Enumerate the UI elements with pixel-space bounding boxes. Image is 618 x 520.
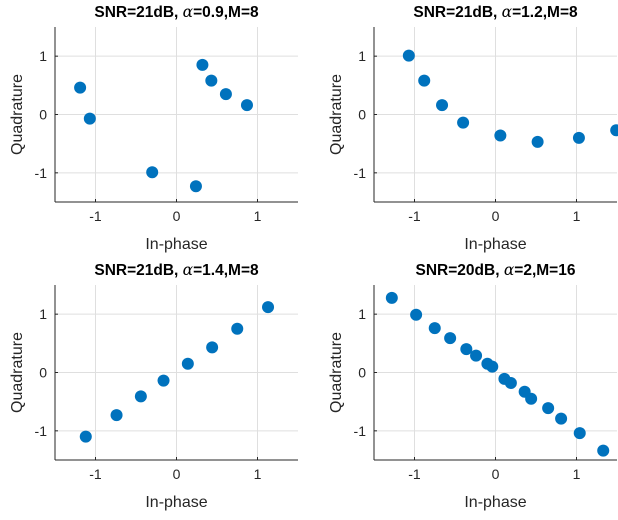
data-point <box>597 444 610 457</box>
x-tick-label: 0 <box>173 208 181 224</box>
data-point <box>196 58 209 71</box>
data-point <box>525 392 538 405</box>
data-point <box>610 124 618 137</box>
x-tick-label: 0 <box>492 208 500 224</box>
data-point <box>110 409 123 422</box>
data-point <box>83 112 96 125</box>
data-point <box>504 377 517 389</box>
data-point <box>573 427 586 440</box>
data-point <box>572 131 585 144</box>
x-tick-label: 1 <box>573 466 581 482</box>
data-point <box>531 135 544 148</box>
data-point <box>470 349 483 362</box>
x-tick-label: -1 <box>408 466 421 482</box>
subplot-2: -1 0 1 -1 0 1 In-phase Quadrature SNR=21dB, α=1.… <box>328 3 618 253</box>
data-point <box>436 99 449 112</box>
y-tick-label: -1 <box>35 423 48 439</box>
y-tick-label: 0 <box>39 107 47 123</box>
y-tick-label: 1 <box>39 306 47 322</box>
data-point <box>457 116 470 129</box>
x-tick-label: -1 <box>89 208 102 224</box>
y-tick-label: 1 <box>358 306 366 322</box>
y-tick-label: 1 <box>358 48 366 64</box>
y-tick-label: -1 <box>354 165 367 181</box>
data-point <box>240 99 253 112</box>
data-point <box>79 430 92 443</box>
data-point <box>157 374 170 387</box>
subplot-4: -1 0 1 -1 0 1 In-phase Quadrature SNR=20dB, α=2,… <box>328 261 617 511</box>
data-point <box>494 129 507 142</box>
data-point <box>410 308 423 321</box>
data-point <box>542 402 555 415</box>
y-tick-label: 0 <box>39 365 47 381</box>
y-tick-label: -1 <box>35 165 48 181</box>
x-axis-label: In-phase <box>145 494 207 511</box>
data-point <box>189 180 202 193</box>
data-point <box>460 343 473 356</box>
x-tick-label: 1 <box>254 208 262 224</box>
y-tick-label: 0 <box>358 365 366 381</box>
subplot-3: -1 0 1 -1 0 1 In-phase Quadrature SNR=21dB, α=1.… <box>9 261 298 511</box>
x-tick-label: 0 <box>492 466 500 482</box>
y-axis-label: Quadrature <box>9 74 26 155</box>
data-point <box>181 357 194 370</box>
data-point <box>444 332 457 345</box>
x-tick-label: 1 <box>573 208 581 224</box>
y-axis-label: Quadrature <box>9 332 26 413</box>
subplot-1: -1 0 1 -1 0 1 In-phase Quadrature SNR=21dB, α=0.… <box>9 3 298 253</box>
data-point <box>146 166 159 179</box>
subplot-title: SNR=20dB, α=2,M=16 <box>416 261 576 279</box>
subplot-title: SNR=21dB, α=0.9,M=8 <box>94 3 259 21</box>
data-point <box>428 322 441 335</box>
data-point <box>262 301 275 314</box>
y-axis-label: Quadrature <box>328 74 345 155</box>
data-point <box>219 88 232 101</box>
data-point <box>205 74 218 87</box>
data-point <box>385 291 398 304</box>
x-axis-label: In-phase <box>464 236 526 253</box>
data-point <box>418 74 431 87</box>
x-axis-label: In-phase <box>464 494 526 511</box>
y-tick-label: 0 <box>358 107 366 123</box>
data-point <box>555 412 568 425</box>
x-tick-label: 1 <box>254 466 262 482</box>
data-point <box>74 81 87 94</box>
data-point <box>231 322 244 335</box>
data-point <box>402 49 415 62</box>
y-tick-label: 1 <box>39 48 47 64</box>
subplot-title: SNR=21dB, α=1.2,M=8 <box>413 3 578 21</box>
data-point <box>486 360 499 373</box>
x-tick-label: -1 <box>408 208 421 224</box>
x-tick-label: 0 <box>173 466 181 482</box>
y-tick-label: -1 <box>354 423 367 439</box>
data-point <box>134 390 147 403</box>
x-axis-label: In-phase <box>145 236 207 253</box>
subplot-title: SNR=21dB, α=1.4,M=8 <box>94 261 259 279</box>
data-point <box>206 341 219 354</box>
y-axis-label: Quadrature <box>328 332 345 413</box>
x-tick-label: -1 <box>89 466 102 482</box>
